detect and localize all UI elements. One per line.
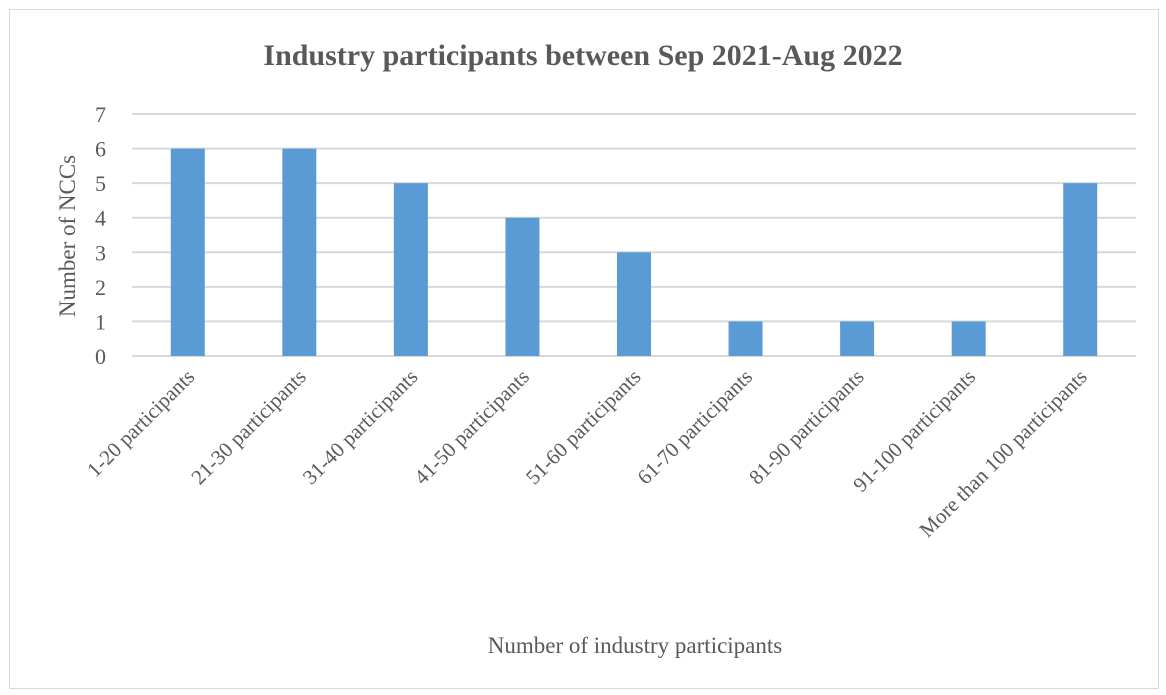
chart-title: Industry participants between Sep 2021-A… xyxy=(263,39,903,72)
bars xyxy=(170,148,1098,356)
bar xyxy=(393,183,428,356)
bar xyxy=(840,321,875,356)
y-tick-label: 6 xyxy=(95,137,106,162)
bar xyxy=(1063,183,1098,356)
x-tick-label: 51-60 participants xyxy=(521,365,646,490)
y-axis-tick-labels: 0 1 2 3 4 5 6 7 xyxy=(95,102,106,369)
bar xyxy=(617,252,651,356)
bar xyxy=(282,148,317,356)
y-tick-label: 1 xyxy=(95,309,106,334)
bar xyxy=(728,321,763,356)
y-tick-label: 2 xyxy=(95,275,106,300)
x-tick-label: 91-100 participants xyxy=(848,365,980,497)
x-tick-label: 1-20 participants xyxy=(82,365,199,482)
x-tick-label: 41-50 participants xyxy=(409,365,534,490)
bar xyxy=(951,321,986,356)
x-tick-label: 61-70 participants xyxy=(632,365,757,490)
bar xyxy=(170,148,205,356)
y-tick-label: 4 xyxy=(95,206,106,231)
x-tick-label: 31-40 participants xyxy=(298,365,423,490)
x-axis-title: Number of industry participants xyxy=(487,633,783,658)
y-tick-label: 0 xyxy=(95,344,106,369)
bar xyxy=(505,217,540,356)
y-tick-label: 3 xyxy=(95,240,106,265)
x-tick-label: 21-30 participants xyxy=(186,365,311,490)
y-tick-label: 7 xyxy=(95,102,106,127)
y-tick-label: 5 xyxy=(95,171,106,196)
x-tick-label: 81-90 participants xyxy=(744,365,869,490)
